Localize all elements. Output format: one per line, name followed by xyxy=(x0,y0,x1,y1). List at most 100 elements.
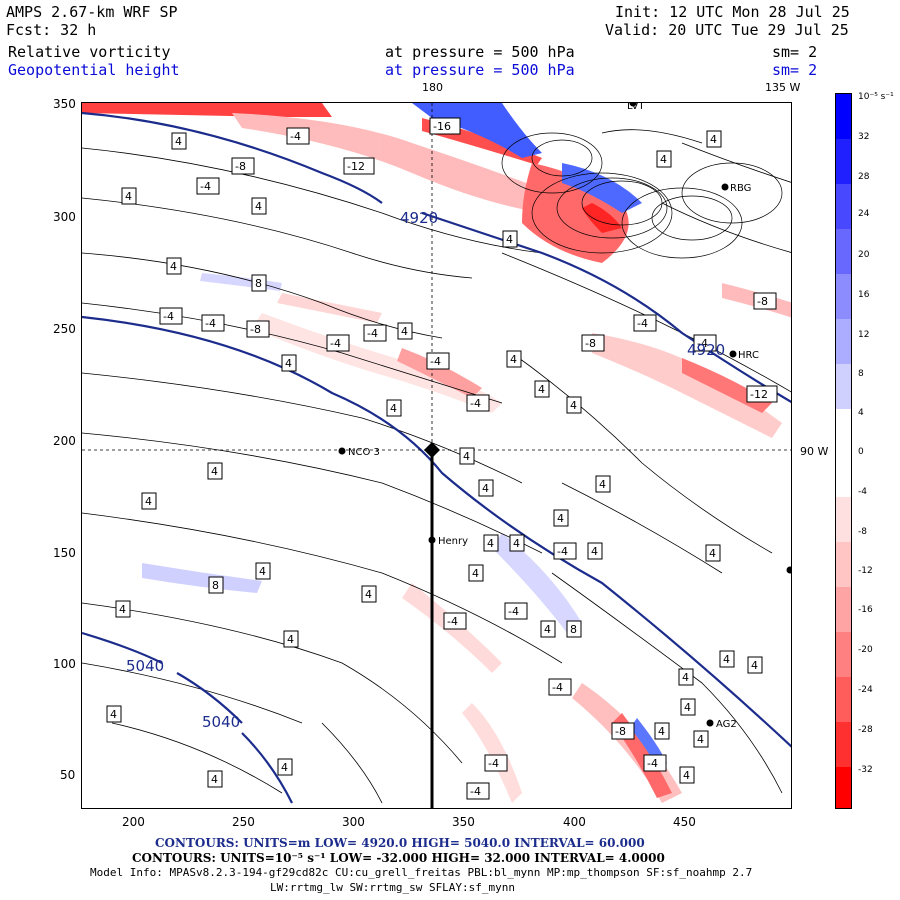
svg-text:4: 4 xyxy=(211,465,218,478)
cb-label-neg20: -20 xyxy=(858,645,873,655)
svg-text:4: 4 xyxy=(538,383,545,396)
svg-text:4: 4 xyxy=(287,633,294,646)
svg-text:4: 4 xyxy=(472,567,479,580)
cb-label-neg24: -24 xyxy=(858,685,873,695)
x-tick-250: 250 xyxy=(232,815,255,829)
svg-text:-12: -12 xyxy=(347,160,365,173)
cb-label-neg32: -32 xyxy=(858,765,873,775)
svg-text:4: 4 xyxy=(682,671,689,684)
svg-text:4: 4 xyxy=(570,399,577,412)
field1-label: Relative vorticity xyxy=(8,43,171,61)
colorbar xyxy=(835,93,852,809)
x-tick-450: 450 xyxy=(673,815,696,829)
x-tick-350: 350 xyxy=(452,815,475,829)
svg-text:-4: -4 xyxy=(447,615,458,628)
pressure2-label: at pressure = 500 hPa xyxy=(385,61,575,79)
svg-text:4920: 4920 xyxy=(400,209,438,227)
svg-text:4: 4 xyxy=(660,153,667,166)
smooth1: sm= 2 xyxy=(772,43,818,61)
y-tick-250: 250 xyxy=(53,322,76,336)
svg-text:4: 4 xyxy=(658,725,665,738)
svg-text:NCO 3: NCO 3 xyxy=(348,447,380,458)
footer-model-info: Model Info: MPASv8.2.3-194-gf29cd82c CU:… xyxy=(90,866,753,879)
forecast-hour: Fcst: 32 h xyxy=(6,21,97,39)
svg-text:-4: -4 xyxy=(470,397,481,410)
meridian-180-label: 180 xyxy=(422,81,443,94)
svg-text:-4: -4 xyxy=(637,317,648,330)
svg-text:4: 4 xyxy=(684,701,691,714)
svg-text:4: 4 xyxy=(255,200,262,213)
y-tick-350: 350 xyxy=(53,97,76,111)
cb-label-neg8: -8 xyxy=(858,527,867,537)
svg-text:-16: -16 xyxy=(433,120,451,133)
svg-text:4: 4 xyxy=(544,623,551,636)
pressure1-label: at pressure = 500 hPa xyxy=(385,43,575,61)
svg-text:4: 4 xyxy=(211,773,218,786)
smooth2: sm= 2 xyxy=(772,61,818,79)
svg-text:4: 4 xyxy=(259,565,266,578)
svg-text:4: 4 xyxy=(599,478,606,491)
cb-label-0: 0 xyxy=(858,447,864,457)
height-labels: 4920 4920 5040 5040 xyxy=(126,209,725,731)
svg-text:4: 4 xyxy=(709,547,716,560)
svg-text:8: 8 xyxy=(570,623,577,636)
svg-text:HRC: HRC xyxy=(738,350,759,361)
footer-radiation-info: LW:rrtmg_lw SW:rrtmg_sw SFLAY:sf_mynn xyxy=(270,881,516,894)
svg-text:-4: -4 xyxy=(488,757,499,770)
svg-text:-8: -8 xyxy=(757,295,768,308)
svg-text:-8: -8 xyxy=(615,725,626,738)
svg-text:-4: -4 xyxy=(508,605,519,618)
svg-text:4: 4 xyxy=(365,588,372,601)
svg-text:5040: 5040 xyxy=(126,657,164,675)
svg-text:LVT: LVT xyxy=(627,103,645,112)
cb-label-8: 8 xyxy=(858,369,864,379)
footer-vort-contours: CONTOURS: UNITS=10⁻⁵ s⁻¹ LOW= -32.000 HI… xyxy=(132,851,665,865)
svg-text:-4: -4 xyxy=(430,355,441,368)
model-title: AMPS 2.67-km WRF SP xyxy=(6,3,178,21)
svg-text:4: 4 xyxy=(145,495,152,508)
cb-label-neg4: -4 xyxy=(858,487,867,497)
svg-text:AG2: AG2 xyxy=(716,719,737,730)
cb-label-20: 20 xyxy=(858,250,870,260)
svg-text:-4: -4 xyxy=(205,317,216,330)
field2-label: Geopotential height xyxy=(8,61,180,79)
cb-label-32: 32 xyxy=(858,132,870,142)
svg-text:4: 4 xyxy=(170,260,177,273)
svg-text:4: 4 xyxy=(281,761,288,774)
svg-text:4: 4 xyxy=(125,190,132,203)
init-time: Init: 12 UTC Mon 28 Jul 25 xyxy=(615,3,850,21)
svg-text:4: 4 xyxy=(723,653,730,666)
cb-label-24: 24 xyxy=(858,209,870,219)
geopotential-contours xyxy=(82,111,791,804)
svg-text:-4: -4 xyxy=(290,130,301,143)
contour-value-labels: 4 -4 -8 -12 -4 4 4 4 8 -4 -4 -8 -4 -4 4 … xyxy=(106,117,778,800)
svg-text:-4: -4 xyxy=(163,310,174,323)
svg-text:-4: -4 xyxy=(200,180,211,193)
svg-text:4: 4 xyxy=(390,402,397,415)
svg-text:4: 4 xyxy=(510,353,517,366)
y-tick-150: 150 xyxy=(53,546,76,560)
cb-label-16: 16 xyxy=(858,290,870,300)
cb-label-neg12: -12 xyxy=(858,566,873,576)
svg-text:4: 4 xyxy=(513,537,520,550)
svg-text:RBG: RBG xyxy=(730,183,751,194)
footer-height-contours: CONTOURS: UNITS=m LOW= 4920.0 HIGH= 5040… xyxy=(155,836,645,850)
valid-time: Valid: 20 UTC Tue 29 Jul 25 xyxy=(605,21,849,39)
cb-label-neg28: -28 xyxy=(858,725,873,735)
svg-text:8: 8 xyxy=(255,277,262,290)
svg-text:-12: -12 xyxy=(750,388,768,401)
svg-text:-4: -4 xyxy=(557,545,568,558)
terrain-contour-cluster xyxy=(501,132,783,259)
station-markers: RBG HRC NCO 3 Henry AG2 LVT xyxy=(338,103,791,730)
map-plot-area[interactable]: 4 -4 -8 -12 -4 4 4 4 8 -4 -4 -8 -4 -4 4 … xyxy=(81,102,792,809)
svg-text:-4: -4 xyxy=(330,337,341,350)
svg-text:4: 4 xyxy=(591,545,598,558)
meridian-90w-label: 90 W xyxy=(800,445,829,458)
cb-label-28: 28 xyxy=(858,172,870,182)
svg-text:4: 4 xyxy=(482,482,489,495)
svg-text:4: 4 xyxy=(506,233,513,246)
svg-text:Henry: Henry xyxy=(438,536,468,547)
svg-text:4920: 4920 xyxy=(687,341,725,359)
svg-text:4: 4 xyxy=(110,708,117,721)
cb-label-neg16: -16 xyxy=(858,605,873,615)
